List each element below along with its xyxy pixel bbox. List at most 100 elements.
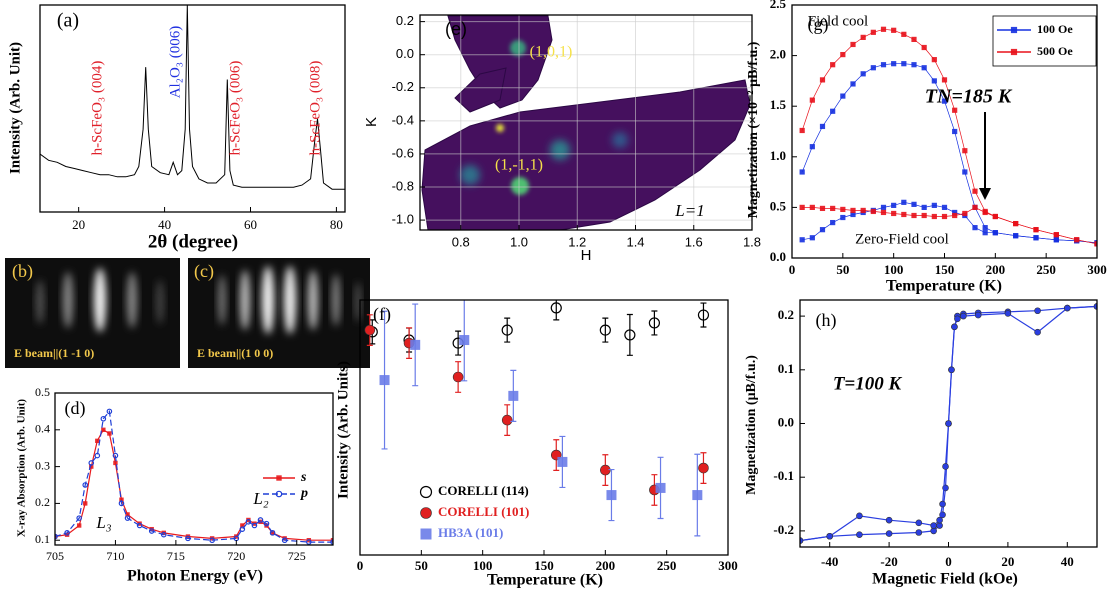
streak	[63, 272, 73, 328]
marker	[269, 530, 276, 536]
x-tick-label: 710	[106, 549, 124, 563]
plot-area	[799, 26, 1097, 247]
panel-label: (a)	[57, 10, 79, 32]
map-region	[421, 79, 751, 230]
y-tick-label: 0.0	[778, 414, 794, 429]
legend-label: p	[300, 486, 308, 501]
annotation: h-ScFeO₃ (006)	[227, 61, 243, 156]
x-tick-label: 1.2	[568, 234, 586, 249]
marker	[911, 62, 917, 68]
x-tick-label: 50	[836, 262, 849, 277]
x-tick-label: 300	[1087, 262, 1107, 277]
x-tick-label: 0	[789, 262, 796, 277]
marker	[1074, 237, 1080, 243]
streak	[308, 270, 318, 330]
marker	[82, 482, 89, 488]
marker	[124, 515, 131, 521]
marker	[870, 208, 876, 215]
y-axis-label: K	[363, 117, 380, 127]
y-tick-label: 0.0	[770, 249, 786, 264]
y-tick-label: 0.1	[35, 532, 50, 546]
marker	[901, 31, 907, 37]
streak	[284, 266, 296, 334]
marker	[1033, 227, 1039, 233]
marker	[911, 212, 917, 219]
marker	[557, 456, 568, 467]
y-axis-label: Intensity (Arb. Units)	[335, 361, 351, 499]
x-tick-label: 100	[473, 558, 493, 573]
annotation: Al₂O₃ (006)	[167, 26, 183, 99]
marker	[941, 77, 948, 83]
marker	[891, 61, 897, 67]
marker	[962, 148, 968, 154]
marker	[118, 500, 125, 507]
marker	[992, 213, 998, 220]
x-tick-label: 150	[534, 558, 554, 573]
marker	[112, 452, 119, 459]
x-axis-label: Magnetic Field (kOe)	[872, 571, 1018, 588]
x-tick-label: 20	[72, 217, 85, 232]
x-tick-label: 150	[935, 262, 955, 277]
map-spot	[612, 132, 628, 148]
y-tick-label: -0.4	[392, 112, 414, 127]
marker	[819, 123, 826, 130]
plot-area	[40, 5, 345, 190]
marker	[281, 537, 288, 544]
marker	[911, 36, 917, 43]
marker	[501, 414, 513, 426]
plot-area	[364, 300, 710, 537]
marker	[55, 533, 58, 540]
marker	[982, 225, 988, 231]
marker	[850, 207, 856, 214]
marker	[606, 490, 617, 501]
marker	[850, 81, 856, 87]
image-background	[5, 258, 180, 368]
error-bar	[651, 310, 658, 336]
marker	[891, 202, 897, 208]
map-region	[454, 67, 507, 113]
marker	[901, 211, 907, 218]
x-tick-label: 1.4	[626, 234, 644, 249]
map-spot	[460, 165, 480, 185]
error-bar	[553, 300, 560, 321]
annotation: L₃	[95, 513, 111, 532]
marker	[692, 490, 703, 501]
x-axis-label: Temperature (K)	[487, 572, 603, 589]
marker	[160, 531, 167, 538]
marker	[840, 93, 846, 99]
marker	[697, 309, 710, 321]
panel-label: (d)	[65, 398, 86, 419]
error-bar	[700, 302, 707, 328]
marker	[972, 188, 978, 194]
marker	[76, 515, 82, 521]
y-tick-label: -0.6	[392, 145, 414, 160]
legend-marker	[276, 475, 282, 481]
intensity-map	[421, 15, 751, 230]
x-tick-label: 1.6	[685, 234, 703, 249]
streak	[156, 280, 164, 324]
plot-area	[55, 408, 333, 545]
marker	[962, 210, 968, 217]
marker	[972, 225, 978, 231]
x-axis-label: Temperature (K)	[886, 278, 1002, 295]
y-tick-label: 0.2	[35, 495, 50, 509]
y-tick-label: 1.5	[770, 97, 787, 112]
streak	[332, 274, 340, 326]
marker	[982, 230, 988, 236]
marker	[270, 530, 275, 536]
marker	[148, 528, 155, 534]
legend-label: 500 Oe	[1037, 44, 1073, 58]
marker	[850, 41, 856, 48]
error-bar	[602, 317, 609, 343]
marker	[880, 62, 887, 68]
y-tick-label: 0.5	[770, 198, 787, 213]
x-tick-label: 250	[657, 558, 677, 573]
marker	[941, 204, 948, 210]
marker	[921, 65, 927, 71]
marker	[83, 501, 88, 506]
y-axis-label: Magnetization (×10⁻² μB/f.u.)	[746, 41, 761, 218]
legend-marker	[275, 490, 283, 498]
x-tick-label: 60	[244, 217, 257, 232]
series-line	[55, 409, 333, 543]
x-tick-label: 720	[227, 549, 245, 563]
